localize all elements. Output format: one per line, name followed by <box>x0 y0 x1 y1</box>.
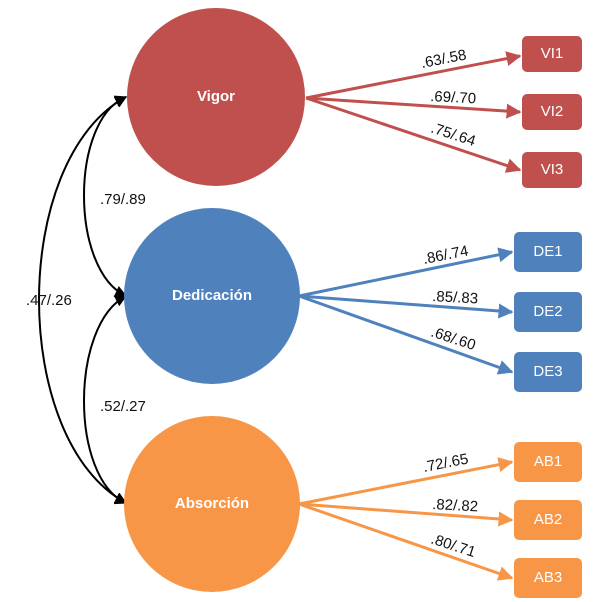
loading-de2: .85/.83 <box>432 288 479 307</box>
indicator-ab2: AB2 <box>514 500 582 540</box>
factor-dedicacion-label: Dedicación <box>172 287 252 304</box>
indicator-de2: DE2 <box>514 292 582 332</box>
indicator-vi3: VI3 <box>522 152 582 188</box>
path-absorcion-ab2 <box>298 502 514 527</box>
factor-vigor-label: Vigor <box>197 88 235 105</box>
indicator-ab1: AB1 <box>514 442 582 482</box>
covariance-arc-vigor-dedicacion <box>83 95 128 297</box>
indicator-vi2-label: VI2 <box>541 103 564 120</box>
covariance-arc-vigor-absorcion <box>38 96 128 504</box>
indicator-vi2: VI2 <box>522 94 582 130</box>
factor-absorcion-label: Absorción <box>175 495 249 512</box>
path-dedicacion-de3 <box>298 294 514 375</box>
indicator-de1-label: DE1 <box>533 243 562 260</box>
path-dedicacion-de1 <box>298 247 514 298</box>
correlation-dedicacion-absorcion: .52/.27 <box>100 398 146 415</box>
loading-de1: .86/.74 <box>422 242 470 267</box>
path-vigor-vi2 <box>305 96 522 119</box>
covariance-arc-dedicacion-absorcion <box>83 295 128 505</box>
indicator-ab1-label: AB1 <box>534 453 562 470</box>
indicator-de3: DE3 <box>514 352 582 392</box>
indicator-de1: DE1 <box>514 232 582 272</box>
factor-dedicacion: Dedicación <box>124 208 300 384</box>
indicator-ab2-label: AB2 <box>534 511 562 528</box>
path-absorcion-ab1 <box>298 457 514 506</box>
factor-absorcion: Absorción <box>124 416 300 592</box>
correlation-vigor-absorcion: .47/.26 <box>26 292 72 309</box>
path-vigor-vi3 <box>305 96 522 173</box>
indicator-de3-label: DE3 <box>533 363 562 380</box>
path-dedicacion-de2 <box>298 294 514 319</box>
loading-vi3: .75/.64 <box>429 120 478 150</box>
indicator-vi1: VI1 <box>522 36 582 72</box>
factor-vigor: Vigor <box>127 8 305 186</box>
indicator-vi1-label: VI1 <box>541 45 564 62</box>
loading-vi2: .69/.70 <box>430 88 477 107</box>
indicator-ab3-label: AB3 <box>534 569 562 586</box>
path-vigor-vi1 <box>305 51 522 100</box>
loading-ab2: .82/.82 <box>432 496 479 515</box>
indicator-de2-label: DE2 <box>533 303 562 320</box>
indicator-vi3-label: VI3 <box>541 161 564 178</box>
loading-de3: .68/.60 <box>429 324 478 354</box>
path-absorcion-ab3 <box>298 502 514 581</box>
correlation-vigor-dedicacion: .79/.89 <box>100 191 146 208</box>
indicator-ab3: AB3 <box>514 558 582 598</box>
